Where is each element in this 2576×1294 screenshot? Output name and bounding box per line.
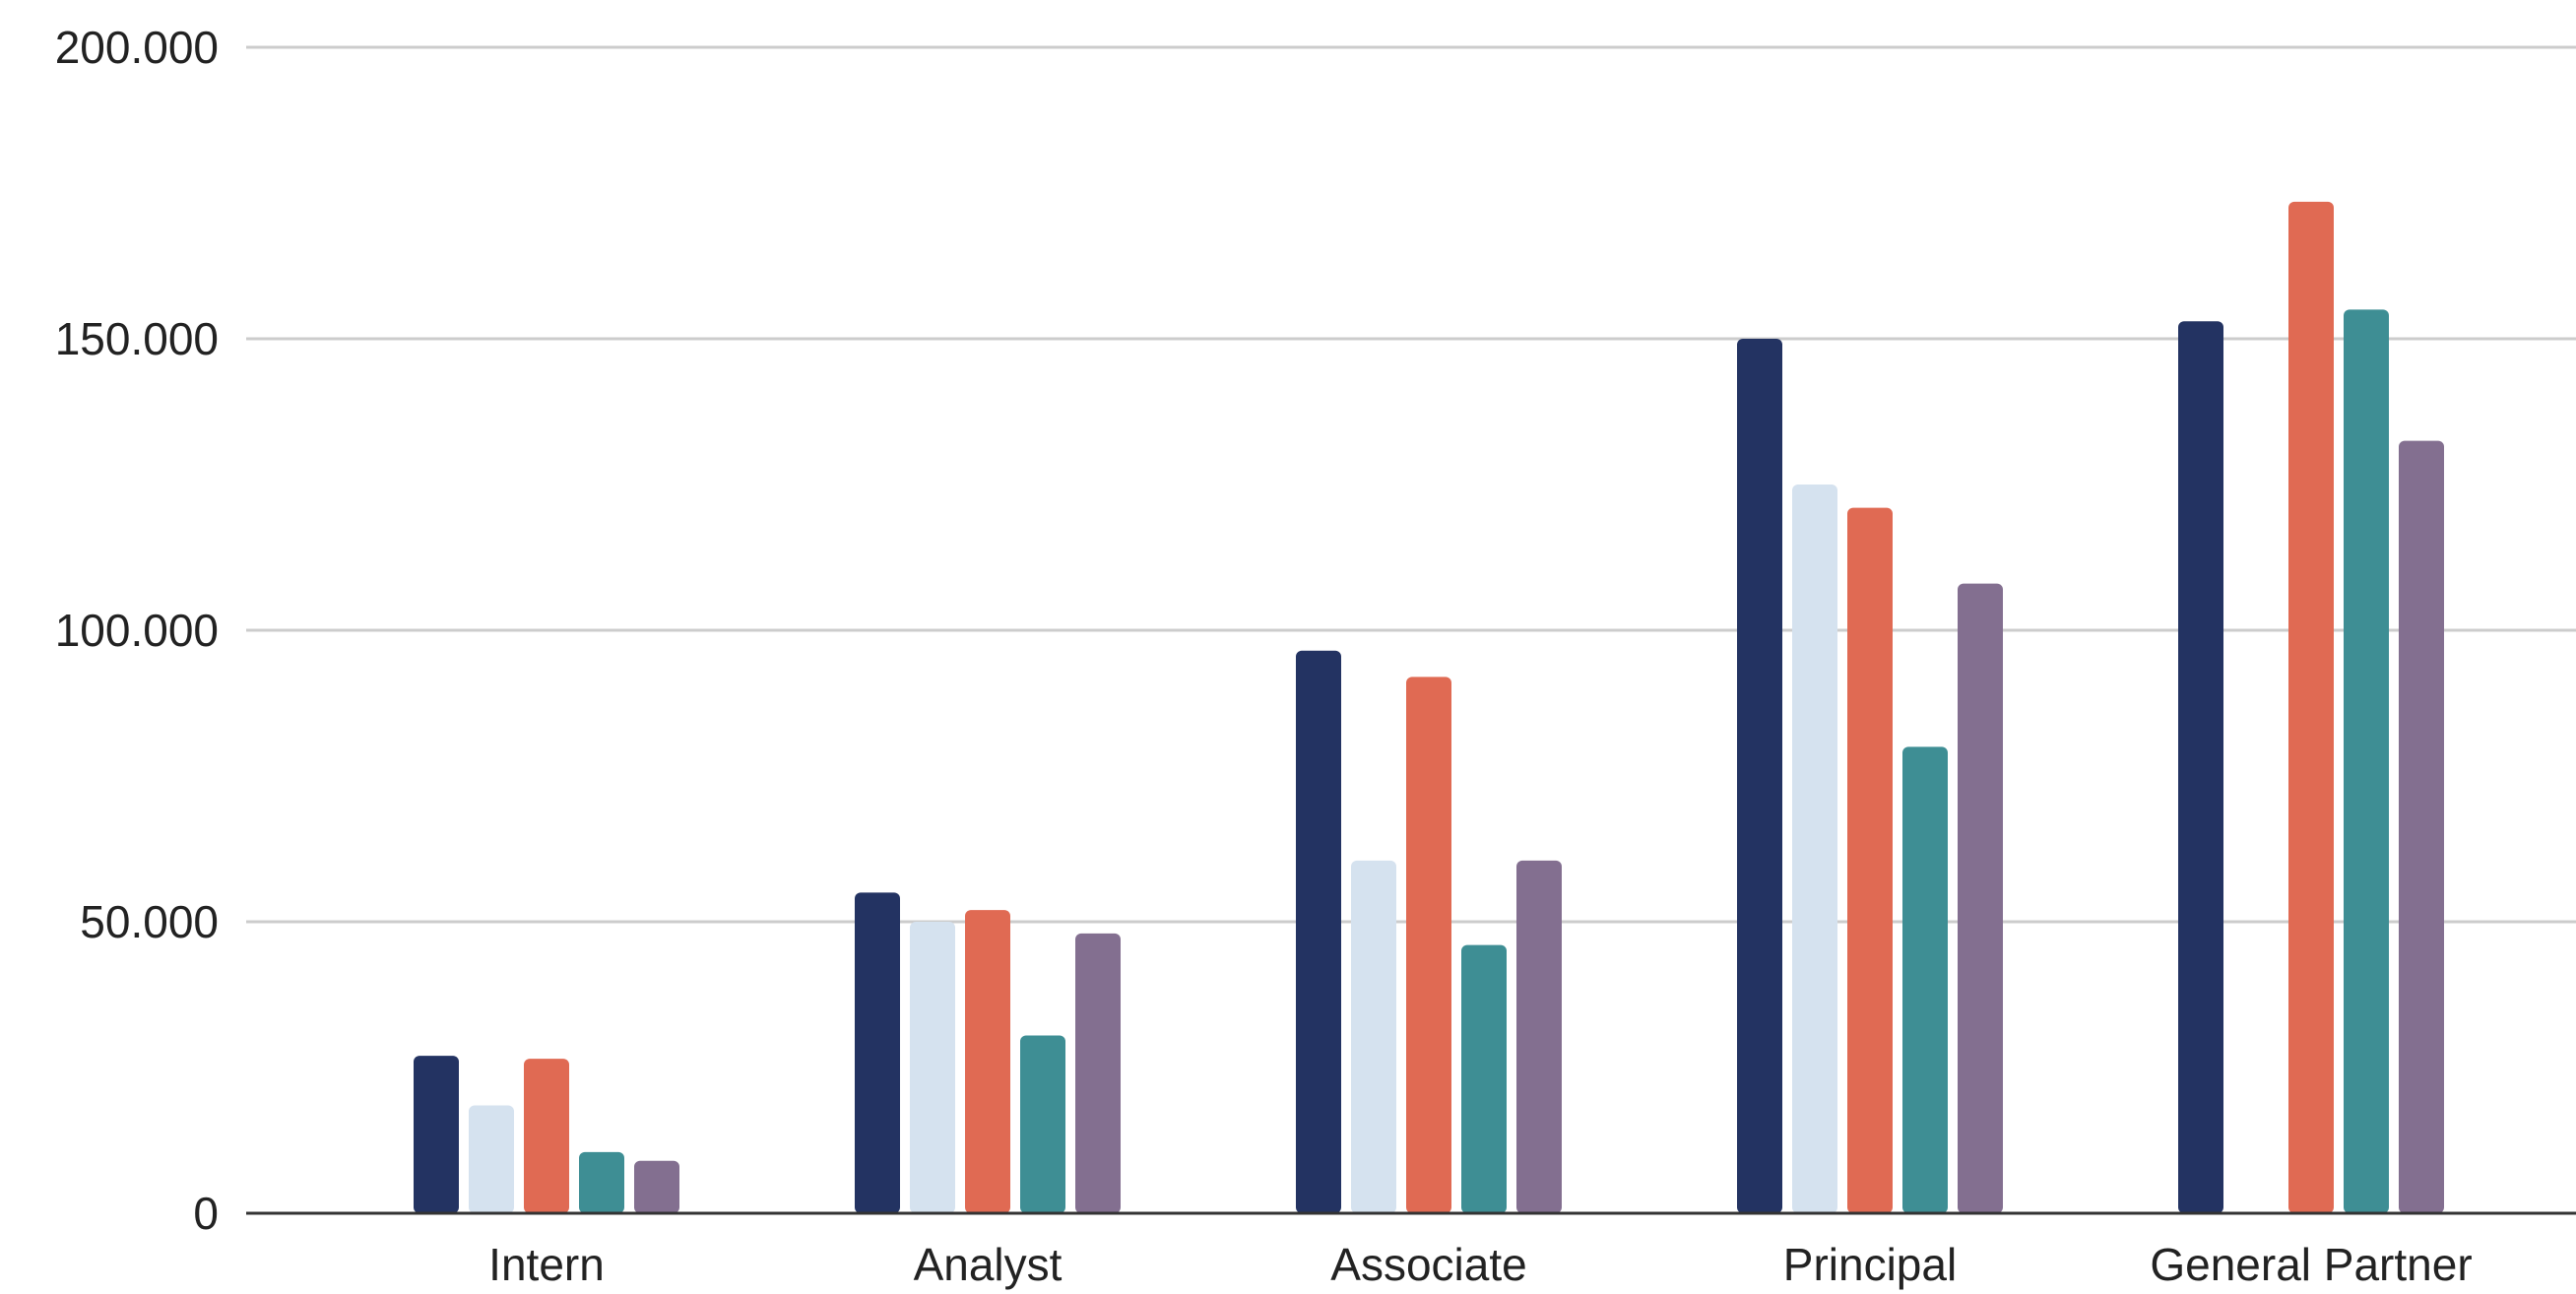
x-axis-category-labels: Intern Analyst Associate Principal General P… (488, 1239, 2472, 1290)
bar-principal-series-1 (1737, 339, 1782, 1213)
bar-principal-series-2 (1792, 485, 1837, 1213)
x-category-label: Intern (488, 1239, 605, 1290)
bar-associate-series-1 (1296, 650, 1341, 1213)
y-tick-label: 150.000 (55, 313, 219, 364)
y-tick-label: 100.000 (55, 605, 219, 656)
bar-intern-series-2 (469, 1105, 514, 1213)
bar-analyst-series-1 (855, 892, 900, 1213)
bar-general-partner-series-5 (2399, 440, 2444, 1214)
bar-intern-series-4 (579, 1151, 624, 1213)
bar-associate-series-5 (1516, 860, 1562, 1213)
x-category-label: General Partner (2150, 1239, 2472, 1290)
bar-intern-series-1 (414, 1056, 459, 1213)
bar-analyst-series-5 (1075, 933, 1121, 1213)
y-axis-tick-labels: 0 50.000 100.000 150.000 200.000 (55, 22, 219, 1239)
bar-analyst-series-2 (910, 922, 955, 1213)
bar-principal-series-4 (1902, 746, 1948, 1213)
bar-general-partner-series-3 (2288, 201, 2334, 1213)
bar-associate-series-2 (1351, 860, 1396, 1213)
bar-associate-series-4 (1461, 944, 1507, 1213)
bar-principal-series-5 (1958, 583, 2003, 1213)
x-category-label: Analyst (914, 1239, 1063, 1290)
y-tick-label: 50.000 (80, 896, 219, 947)
bar-associate-series-3 (1406, 677, 1451, 1213)
y-tick-label: 0 (193, 1188, 219, 1239)
bar-analyst-series-3 (965, 910, 1010, 1213)
bar-intern-series-3 (524, 1059, 569, 1213)
bar-intern-series-5 (634, 1160, 679, 1213)
y-tick-label: 200.000 (55, 22, 219, 73)
x-category-label: Principal (1783, 1239, 1957, 1290)
bar-general-partner-series-1 (2178, 321, 2223, 1213)
bar-general-partner-series-4 (2344, 309, 2389, 1213)
bars (414, 201, 2444, 1214)
bar-analyst-series-4 (1020, 1035, 1065, 1213)
x-category-label: Associate (1330, 1239, 1526, 1290)
bar-principal-series-3 (1847, 507, 1893, 1213)
